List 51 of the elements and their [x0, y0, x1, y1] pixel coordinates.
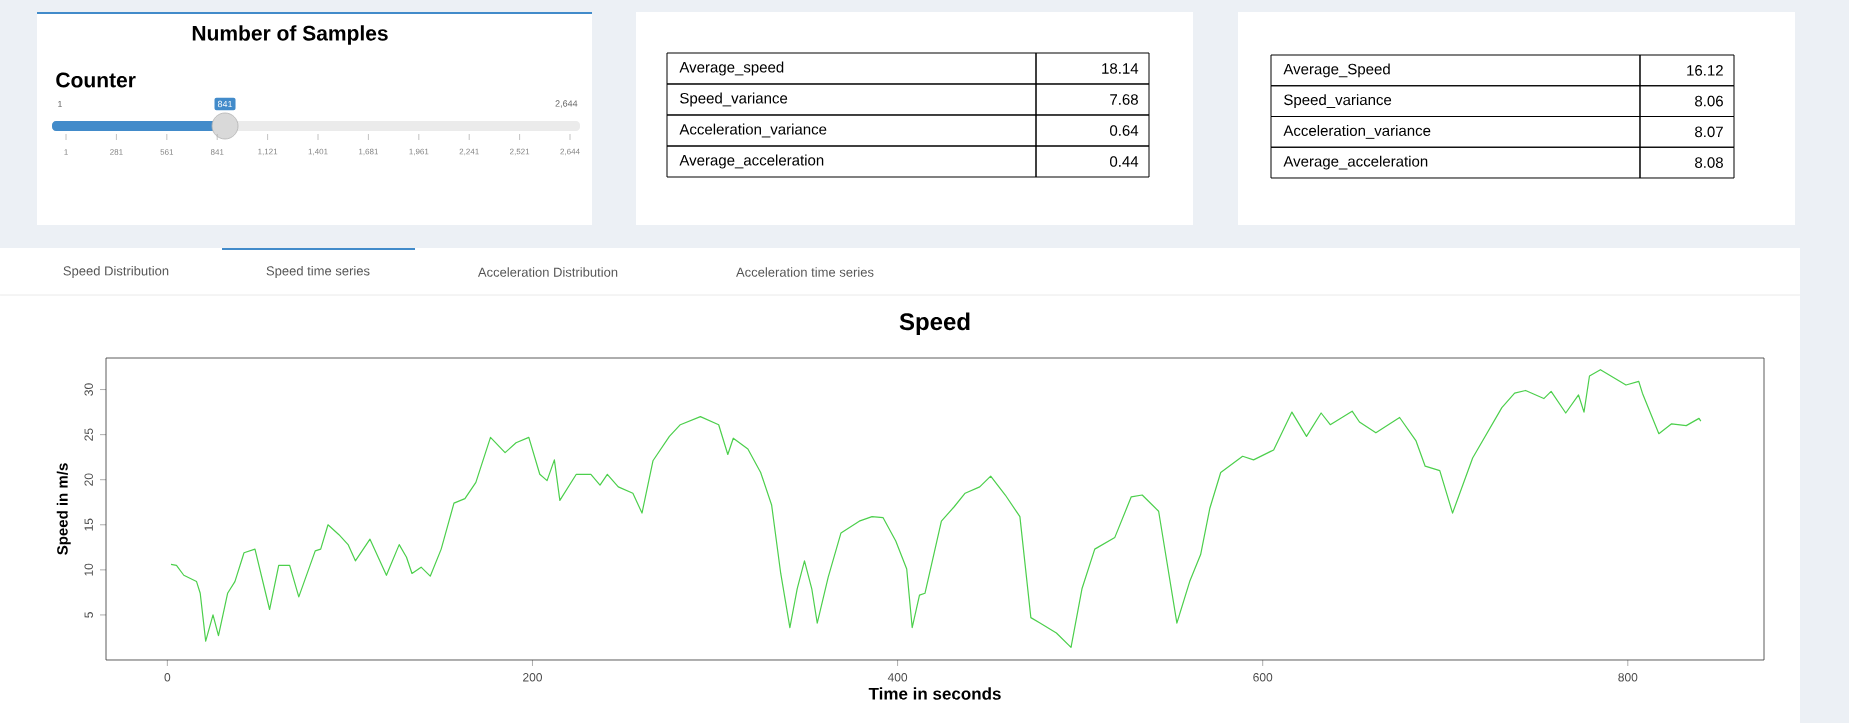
text: Average_speed — [679, 61, 784, 76]
chart-title: Speed — [899, 312, 970, 335]
text: Counter — [56, 72, 136, 88]
text: 0.44 — [1110, 156, 1139, 167]
text: 2,644 — [555, 100, 578, 108]
text: Acceleration time series — [736, 267, 874, 277]
y-tick-label: 10 — [84, 563, 93, 576]
text: Acceleration_variance — [679, 123, 827, 138]
text: Average_acceleration — [1283, 155, 1428, 170]
text: 1,121 — [258, 148, 278, 156]
y-axis-title: Speed in m/s — [56, 463, 71, 555]
text: 0.64 — [1110, 125, 1139, 136]
text: 2,521 — [510, 148, 530, 156]
text: 1,961 — [409, 148, 429, 156]
text: 18.14 — [1102, 63, 1139, 74]
y-tick-label: 30 — [84, 383, 93, 396]
text: Number of Samples — [192, 25, 388, 45]
y-tick-label: 5 — [84, 612, 93, 618]
text: 1,681 — [359, 148, 379, 156]
text: 8.07 — [1695, 126, 1723, 138]
text: Average_acceleration — [679, 154, 824, 169]
text: Acceleration_variance — [1283, 124, 1431, 139]
text: Average_Speed — [1283, 63, 1390, 78]
text: 8.06 — [1695, 95, 1723, 107]
text: 8.08 — [1695, 157, 1723, 168]
text: 1,401 — [308, 148, 328, 156]
x-tick-label: 800 — [1618, 673, 1638, 682]
x-tick-label: 400 — [887, 673, 908, 682]
x-tick-label: 0 — [164, 673, 171, 682]
line-series — [170, 369, 1702, 648]
text: Acceleration Distribution — [477, 267, 618, 277]
text: Speed_variance — [1284, 94, 1392, 109]
x-tick-label: 200 — [523, 673, 543, 682]
text: 561 — [160, 149, 174, 155]
y-tick-label: 20 — [84, 473, 93, 486]
x-tick-label: 600 — [1253, 673, 1273, 682]
text: 1 — [64, 149, 68, 155]
text: Speed Distribution — [63, 265, 169, 279]
text: 2,241 — [459, 148, 479, 156]
text: 841 — [217, 100, 233, 108]
y-tick-label: 15 — [84, 518, 93, 531]
text: 16.12 — [1687, 65, 1723, 76]
text: 2,644 — [560, 148, 580, 156]
text: 281 — [110, 149, 123, 155]
y-tick-label: 25 — [84, 428, 93, 441]
x-axis-title: Time in seconds — [868, 687, 1001, 700]
text: 7.68 — [1110, 94, 1138, 105]
text: 1 — [58, 100, 62, 108]
text: Speed_variance — [680, 92, 788, 107]
text: Speed time series — [266, 265, 370, 279]
text: 841 — [210, 149, 224, 155]
